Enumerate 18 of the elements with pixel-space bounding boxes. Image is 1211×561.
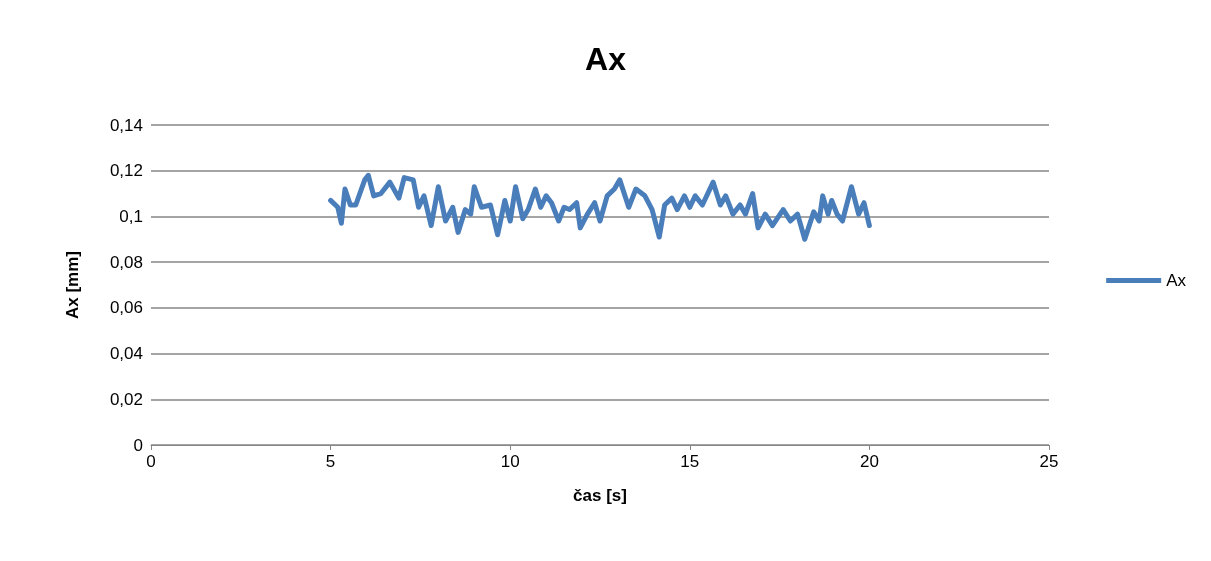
y-tick-label: 0,06 — [109, 298, 143, 318]
y-tick-label: 0,1 — [119, 206, 143, 226]
y-tick-label: 0,08 — [109, 252, 143, 272]
y-tick-label: 0 — [133, 435, 143, 455]
x-tick-label: 5 — [325, 452, 336, 471]
chart-title: Ax — [585, 41, 627, 77]
y-tick-label: 0,14 — [109, 115, 143, 135]
x-tick-label: 20 — [859, 452, 879, 471]
y-tick-label: 0,02 — [109, 389, 143, 409]
x-tick-label: 25 — [1039, 452, 1059, 471]
x-tick-label: 10 — [500, 452, 520, 471]
x-tick-label: 0 — [146, 452, 156, 471]
legend-label: Ax — [1166, 271, 1187, 290]
y-tick-label: 0,04 — [109, 344, 143, 364]
y-axis-title: Ax [mm] — [63, 250, 82, 320]
x-axis-title: čas [s] — [573, 486, 627, 505]
y-tick-label: 0,12 — [109, 161, 143, 181]
x-tick-label: 15 — [680, 452, 700, 471]
